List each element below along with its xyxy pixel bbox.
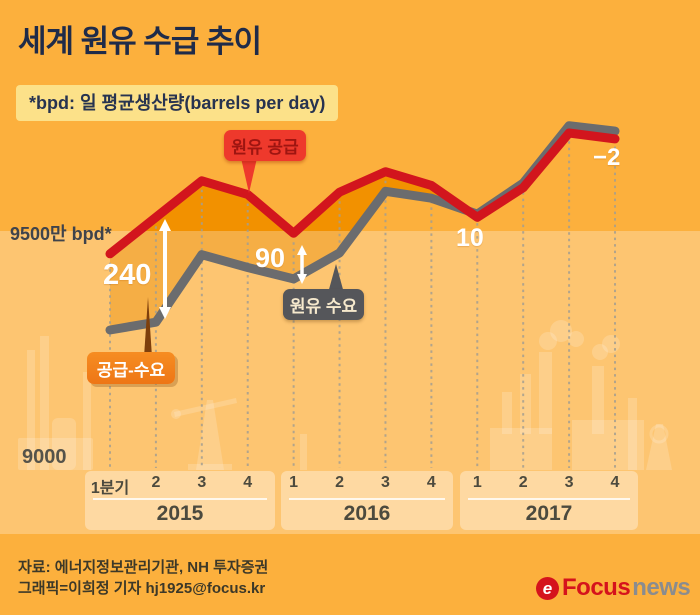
quarter-label: 3: [197, 474, 207, 491]
focusnews-logo: e Focus news: [536, 574, 691, 602]
quarter-label: 4: [426, 474, 436, 491]
quarter-label: 2: [335, 474, 344, 491]
logo-news-text: news: [632, 574, 691, 601]
demand-bubble-tail: [328, 264, 344, 293]
quarter-label: 4: [243, 474, 253, 491]
industry-skyline-silhouette: [18, 320, 672, 470]
year-label: 2017: [525, 502, 573, 525]
diff-value-90: 90: [255, 243, 286, 273]
quarter-label: 1: [289, 474, 299, 491]
supply-bubble-tail: [241, 158, 257, 193]
supply-line: [105, 128, 620, 259]
year-group-2015: 1분기 2 3 4 2015: [85, 471, 275, 530]
diff-value-240: 240: [103, 259, 152, 291]
demand-series-bubble: 원유 수요: [283, 289, 364, 320]
year-label: 2016: [343, 502, 391, 525]
y-axis-label-9000: 9000: [22, 446, 67, 468]
quarter-label: 3: [564, 474, 574, 491]
quarter-underline: [289, 498, 445, 500]
diff-legend-box: 공급-수요: [87, 352, 175, 384]
credit-text: 그래픽=이희정 기자 hj1925@focus.kr: [18, 580, 266, 597]
year-group-2016: 1 2 3 4 2016: [281, 471, 453, 530]
quarter-underline: [93, 498, 267, 500]
quarter-label: 2: [151, 474, 161, 491]
quarter-label: 3: [381, 474, 390, 491]
quarter-label: 2: [518, 474, 528, 491]
y-axis-label-9500: 9500만 bpd*: [10, 224, 112, 244]
page-title: 세계 원유 수급 추이: [18, 24, 262, 59]
quarter-underline: [468, 498, 630, 500]
diff-value-minus2: −2: [593, 144, 621, 171]
source-text: 자료: 에너지정보관리기관, NH 투자증권: [18, 559, 269, 576]
focusnews-logo-icon: e: [536, 576, 559, 600]
quarter-label: 1: [472, 474, 482, 491]
supply-series-bubble: 원유 공급: [224, 130, 306, 161]
quarter-label: 1분기: [90, 480, 130, 497]
bpd-note: *bpd: 일 평균생산량(barrels per day): [16, 85, 339, 121]
quarter-gridlines: [109, 134, 617, 468]
logo-focus-text: Focus: [562, 574, 631, 601]
quarter-label: 4: [610, 474, 620, 491]
diff-value-10: 10: [456, 224, 484, 252]
year-group-2017: 1 2 3 4 2017: [460, 471, 638, 530]
year-label: 2015: [156, 502, 204, 525]
diff-arrows: [159, 219, 307, 319]
diff-box-tail: [144, 297, 152, 357]
